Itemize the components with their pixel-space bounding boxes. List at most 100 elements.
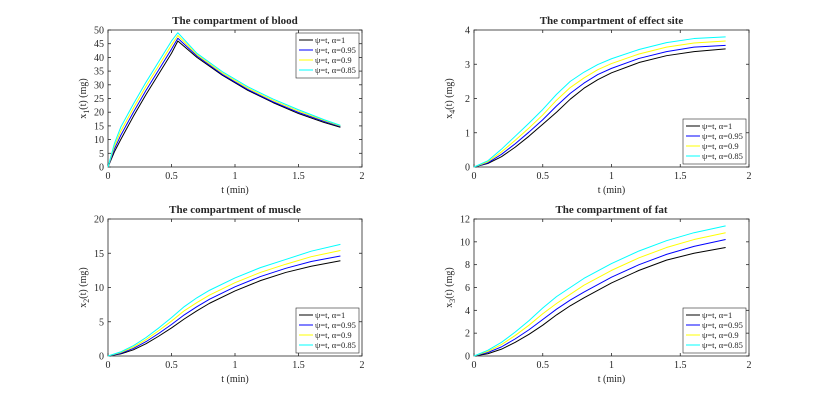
- series-line-2: [107, 37, 341, 168]
- x-axis-label: t (min): [221, 374, 249, 385]
- legend-entry-3: ψ=t, α=0.9: [702, 330, 739, 340]
- y-axis-label-subscript: 4: [448, 110, 457, 114]
- legend: ψ=t, α=1ψ=t, α=0.95ψ=t, α=0.9ψ=t, α=0.85: [295, 307, 360, 354]
- chart-title: The compartment of effect site: [540, 15, 684, 27]
- y-tick-label: 20: [94, 108, 104, 119]
- chart-title: The compartment of fat: [555, 204, 667, 216]
- y-tick-label: 40: [94, 53, 104, 64]
- legend-entry-3: ψ=t, α=0.9: [702, 141, 739, 151]
- x-axis-label: t (min): [598, 374, 626, 385]
- y-tick-label: 20: [94, 215, 104, 226]
- x-tick-label: 0.5: [537, 171, 550, 182]
- legend-entry-2: ψ=t, α=0.95: [702, 131, 743, 141]
- y-tick-label: 4: [465, 306, 470, 317]
- y-axis-label: x1(t) (mg): [78, 78, 91, 118]
- legend-entry-2: ψ=t, α=0.95: [315, 320, 356, 330]
- x-tick-label: 2: [360, 360, 365, 371]
- y-tick-label: 45: [94, 39, 104, 50]
- series-line-4: [473, 225, 726, 357]
- x-tick-label: 0.5: [165, 360, 178, 371]
- y-axis-label-main: x: [444, 303, 455, 308]
- legend-entry-2: ψ=t, α=0.95: [702, 320, 743, 330]
- y-axis-label-unit: (t) (mg): [444, 267, 455, 298]
- y-axis-label: x4(t) (mg): [444, 78, 457, 118]
- y-axis-label-subscript: 1: [82, 110, 91, 114]
- y-axis-label-main: x: [444, 114, 455, 119]
- y-axis-label-main: x: [78, 114, 89, 119]
- series-line-3: [107, 250, 341, 357]
- legend-entry-4: ψ=t, α=0.85: [315, 65, 356, 75]
- x-tick-label: 1: [609, 171, 614, 182]
- series-line-3: [107, 34, 341, 168]
- y-tick-label: 25: [94, 94, 104, 105]
- legend: ψ=t, α=1ψ=t, α=0.95ψ=t, α=0.9ψ=t, α=0.85: [682, 307, 747, 354]
- x-tick-label: 0: [106, 360, 111, 371]
- x-tick-label: 1.5: [292, 171, 305, 182]
- legend-entry-4: ψ=t, α=0.85: [315, 340, 356, 350]
- y-tick-label: 0: [465, 352, 470, 363]
- y-axis-label: x3(t) (mg): [444, 267, 457, 307]
- y-tick-label: 1: [465, 128, 470, 139]
- x-tick-label: 1: [233, 360, 238, 371]
- series-line-2: [473, 239, 726, 357]
- x-tick-label: 2: [747, 360, 752, 371]
- series-line-1: [473, 48, 726, 168]
- legend-entry-4: ψ=t, α=0.85: [702, 151, 743, 161]
- y-tick-label: 30: [94, 80, 104, 91]
- legend-entry-1: ψ=t, α=1: [315, 310, 345, 320]
- series-line-2: [473, 44, 726, 168]
- x-tick-label: 1: [233, 171, 238, 182]
- y-axis-label-unit: (t) (mg): [78, 267, 89, 298]
- y-axis-label-main: x: [78, 303, 89, 308]
- y-tick-label: 5: [99, 149, 104, 160]
- y-tick-label: 0: [465, 163, 470, 174]
- x-tick-label: 1: [609, 360, 614, 371]
- y-tick-label: 2: [465, 329, 470, 340]
- y-tick-label: 12: [460, 215, 470, 226]
- y-tick-label: 10: [94, 135, 104, 146]
- series-line-1: [107, 260, 341, 357]
- y-tick-label: 2: [465, 94, 470, 105]
- x-axis-label: t (min): [598, 185, 626, 196]
- x-tick-label: 2: [747, 171, 752, 182]
- y-tick-label: 0: [99, 352, 104, 363]
- x-tick-label: 0: [472, 360, 477, 371]
- x-tick-label: 0: [472, 171, 477, 182]
- y-tick-label: 6: [465, 283, 470, 294]
- legend: ψ=t, α=1ψ=t, α=0.95ψ=t, α=0.9ψ=t, α=0.85: [682, 118, 747, 165]
- series-line-1: [473, 247, 726, 357]
- series-line-3: [473, 40, 726, 168]
- legend-entry-1: ψ=t, α=1: [315, 35, 345, 45]
- y-tick-label: 3: [465, 60, 470, 71]
- chart-panel-2: The compartment of effect site 0 0.5 1 1.5 2 0…: [444, 15, 752, 196]
- series-line-4: [107, 243, 341, 357]
- chart-title: The compartment of blood: [172, 15, 298, 27]
- x-tick-label: 1.5: [292, 360, 305, 371]
- chart-title: The compartment of muscle: [169, 204, 301, 216]
- series-line-2: [107, 255, 341, 357]
- legend-entry-1: ψ=t, α=1: [702, 310, 732, 320]
- series-line-4: [473, 36, 726, 168]
- y-tick-label: 8: [465, 260, 470, 271]
- y-axis-label-subscript: 2: [82, 299, 91, 303]
- y-tick-label: 5: [99, 317, 104, 328]
- y-tick-label: 15: [94, 121, 104, 132]
- legend-entry-3: ψ=t, α=0.9: [315, 330, 352, 340]
- y-axis-label-unit: (t) (mg): [444, 78, 455, 109]
- x-tick-label: 0: [106, 171, 111, 182]
- legend-entry-3: ψ=t, α=0.9: [315, 55, 352, 65]
- y-tick-label: 35: [94, 67, 104, 78]
- series-line-3: [473, 232, 726, 357]
- y-tick-label: 4: [465, 26, 470, 37]
- series-line-4: [107, 32, 341, 168]
- y-tick-label: 50: [94, 26, 104, 37]
- legend-entry-1: ψ=t, α=1: [702, 121, 732, 131]
- x-tick-label: 2: [360, 171, 365, 182]
- y-axis-label-subscript: 3: [448, 299, 457, 303]
- x-tick-label: 0.5: [165, 171, 178, 182]
- y-axis-label-unit: (t) (mg): [78, 78, 89, 109]
- chart-panel-4: The compartment of fat 0 0.5 1 1.5 2 0 2 4 6 8 10 12…: [444, 204, 752, 385]
- y-axis-label: x2(t) (mg): [78, 267, 91, 307]
